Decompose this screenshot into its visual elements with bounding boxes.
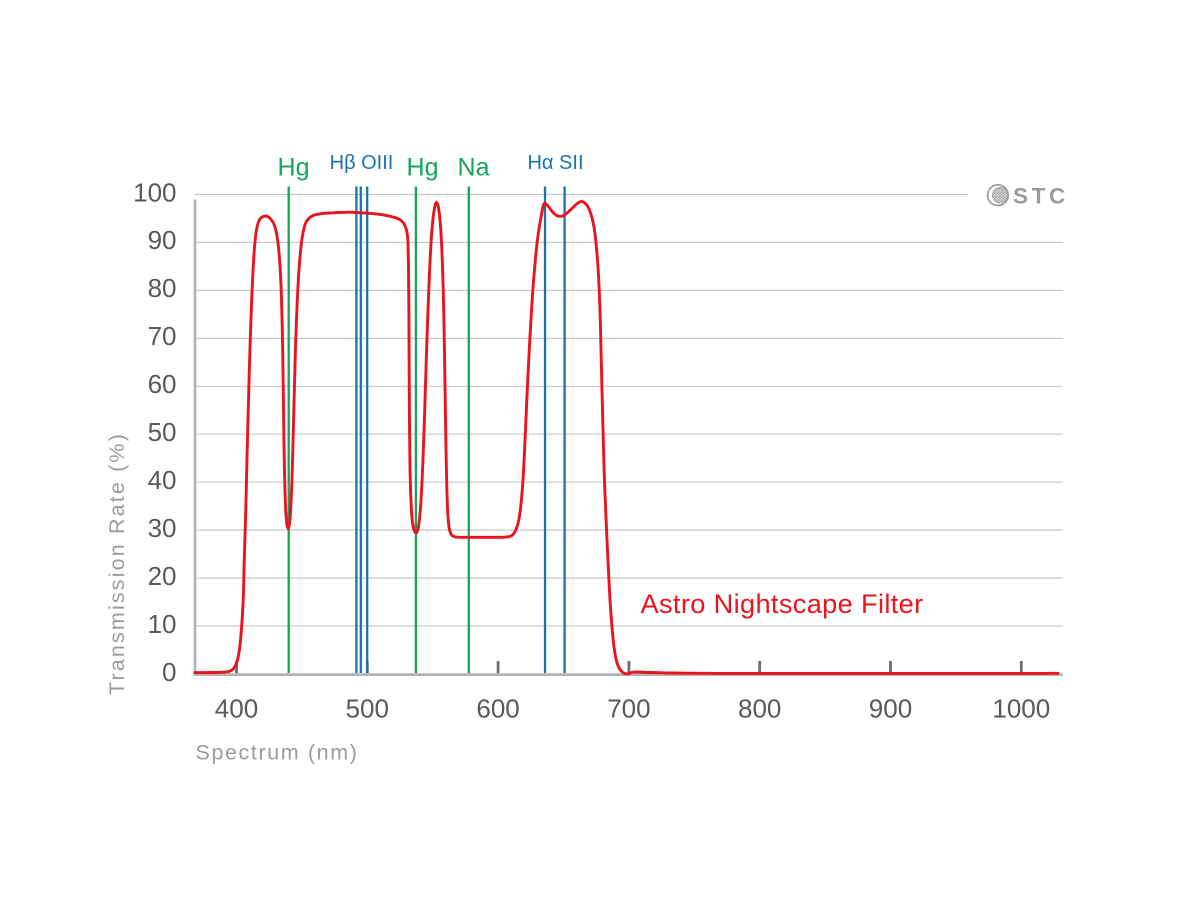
svg-text:1000: 1000 <box>992 694 1050 724</box>
svg-text:Na: Na <box>458 154 490 182</box>
svg-text:Transmission Rate (%): Transmission Rate (%) <box>105 432 129 695</box>
svg-text:Spectrum (nm): Spectrum (nm) <box>196 741 359 765</box>
svg-text:Hg: Hg <box>278 154 310 182</box>
svg-text:40: 40 <box>148 465 177 495</box>
svg-text:Hg: Hg <box>407 154 439 182</box>
svg-text:Hα SII: Hα SII <box>527 152 583 174</box>
svg-text:700: 700 <box>607 694 650 724</box>
svg-text:20: 20 <box>148 561 177 591</box>
svg-text:Hβ OIII: Hβ OIII <box>330 152 394 174</box>
svg-text:90: 90 <box>148 225 177 255</box>
svg-text:800: 800 <box>738 694 781 724</box>
svg-text:10: 10 <box>148 609 177 639</box>
svg-text:80: 80 <box>148 273 177 303</box>
svg-text:Astro Nightscape Filter: Astro Nightscape Filter <box>641 588 924 619</box>
svg-text:500: 500 <box>346 694 389 724</box>
svg-text:0: 0 <box>162 657 176 687</box>
svg-text:400: 400 <box>215 694 258 724</box>
svg-text:60: 60 <box>148 369 177 399</box>
svg-text:900: 900 <box>869 694 912 724</box>
svg-text:50: 50 <box>148 417 177 447</box>
svg-text:600: 600 <box>476 694 519 724</box>
svg-text:70: 70 <box>148 321 177 351</box>
svg-text:STC: STC <box>1013 183 1069 208</box>
svg-text:100: 100 <box>133 177 176 207</box>
svg-text:30: 30 <box>148 513 177 543</box>
